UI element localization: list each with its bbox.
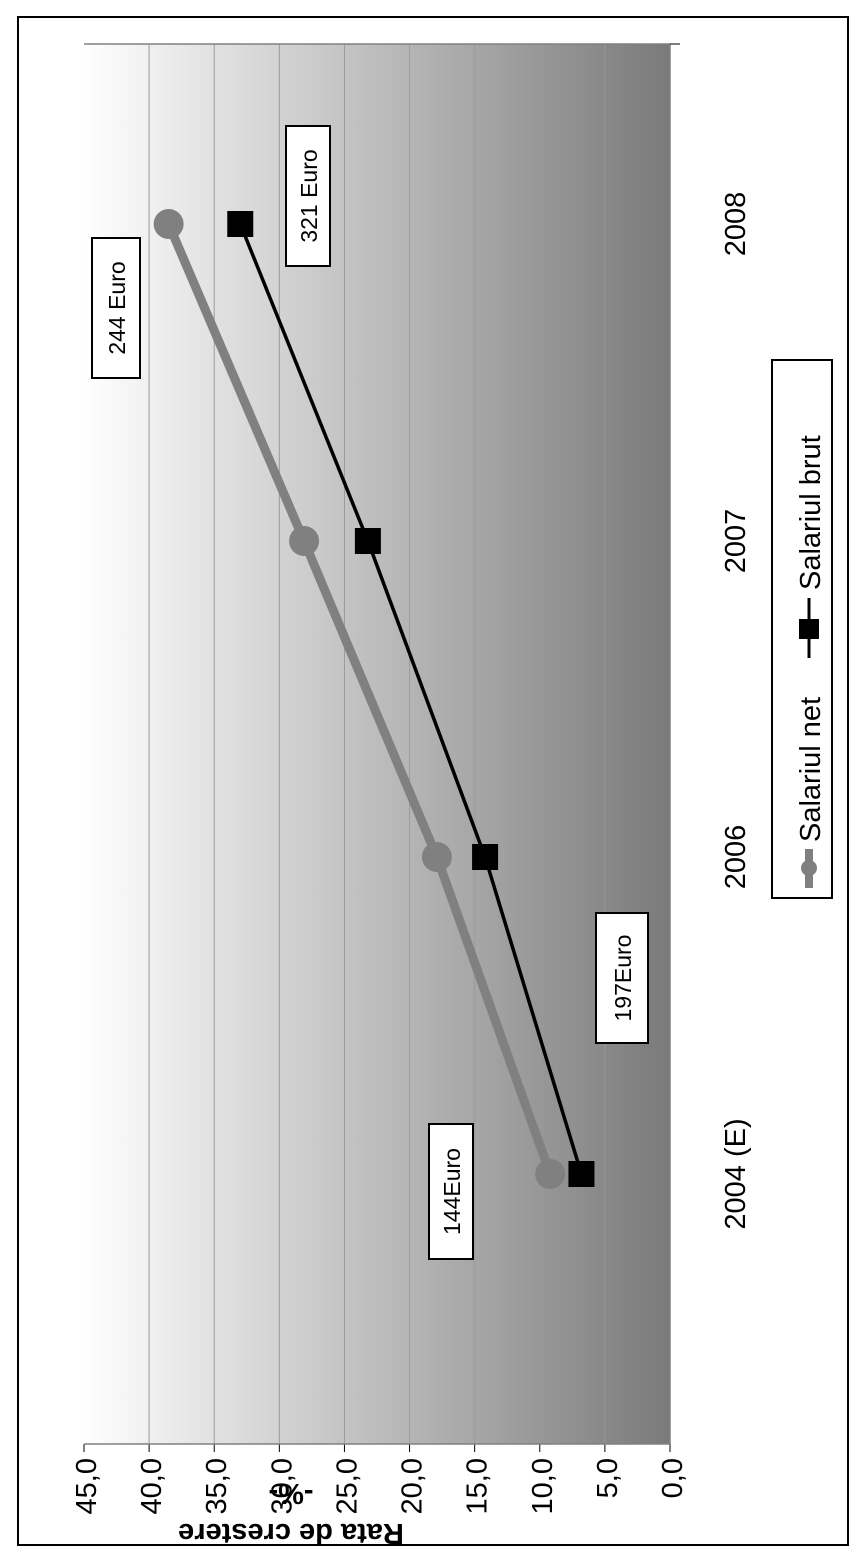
annotation-label: 144Euro [439, 1148, 465, 1235]
value-tick-label: 20,0 [397, 1458, 429, 1514]
value-tick-label: 30,0 [266, 1458, 298, 1514]
annotation-box [595, 912, 649, 1044]
annotation-label: 197Euro [610, 935, 636, 1022]
legend-label-salariul-net: Salariul net [795, 697, 827, 842]
category-tick-label: 2006 [720, 825, 752, 890]
value-axis-title: Rata de crestere -%- [178, 1477, 404, 1549]
annotation-box [428, 1123, 474, 1260]
series-line-salariul-brut [238, 222, 584, 1176]
data-point-salariul-brut [354, 528, 381, 554]
legend-marker-salariul-brut [799, 619, 819, 639]
value-axis-title-line1: Rata de crestere [178, 1517, 404, 1549]
value-tick-label: 5,0 [592, 1458, 624, 1498]
value-tick-label: 10,0 [527, 1458, 559, 1514]
data-point-salariul-net [289, 526, 320, 556]
data-point-salariul-net [535, 1159, 566, 1189]
series-layer [153, 209, 595, 1189]
category-tick-label: 2004 (E) [720, 1118, 752, 1229]
value-tick-label: 45,0 [71, 1458, 103, 1514]
value-tick-label: 40,0 [136, 1458, 168, 1514]
category-tick-label: 2008 [720, 192, 752, 257]
plot-area [84, 44, 670, 1444]
value-tick-label: 25,0 [331, 1458, 363, 1514]
gridlines [83, 44, 671, 1452]
value-axis-title-line2: -%- [268, 1477, 313, 1509]
annotation-box [285, 125, 331, 267]
value-tick-label: 0,0 [657, 1458, 689, 1498]
data-point-salariul-net [153, 209, 184, 239]
legend-marker-salariul-net [801, 860, 817, 876]
annotation-label: 244 Euro [104, 261, 130, 354]
category-tick-labels: 2004 (E) 2006 2007 2008 [720, 192, 752, 1230]
value-tick-labels: 0,0 5,0 10,0 15,0 20,0 25,0 30,0 35,0 40,0 45,0 [71, 1458, 689, 1514]
legend: Salariul net Salariul brut [771, 359, 833, 899]
series-line-salariul-net [164, 219, 555, 1179]
data-point-salariul-brut [472, 844, 499, 870]
data-point-salariul-net [421, 842, 452, 872]
data-point-salariul-brut [568, 1161, 595, 1187]
annotation-box [91, 237, 141, 379]
value-tick-label: 35,0 [201, 1458, 233, 1514]
annotation-label: 321 Euro [296, 149, 322, 242]
annotation-layer: 144Euro 197Euro 244 Euro 321 Euro [91, 125, 649, 1260]
legend-label-salariul-brut: Salariul brut [795, 435, 827, 590]
data-point-salariul-brut [227, 211, 254, 237]
category-tick-label: 2007 [720, 509, 752, 574]
value-tick-label: 15,0 [462, 1458, 494, 1514]
